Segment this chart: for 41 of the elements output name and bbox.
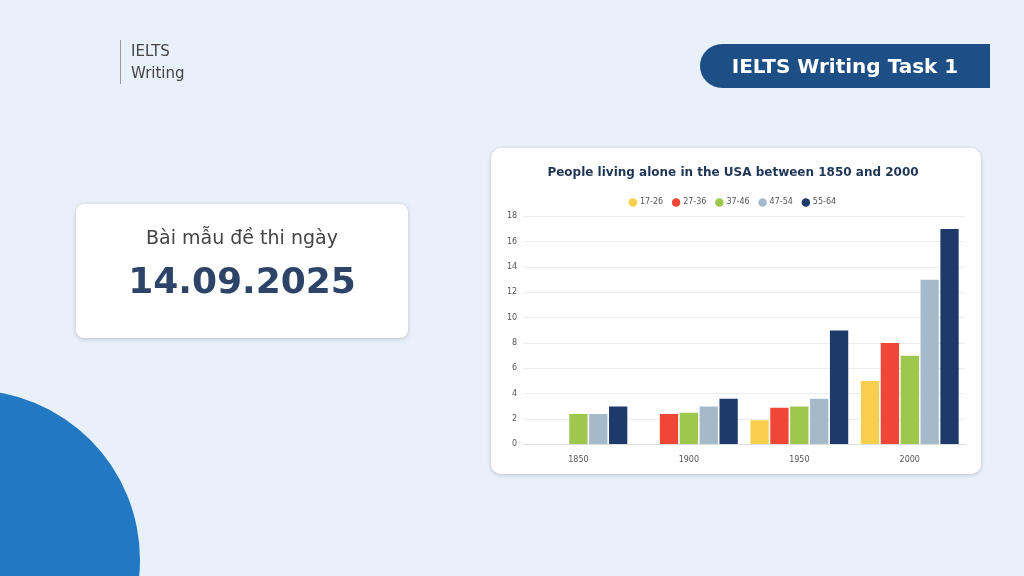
bar: [829, 330, 849, 444]
bar: [750, 420, 769, 444]
y-tick-label: 16: [506, 236, 518, 246]
bar: [860, 381, 880, 444]
y-tick-label: 10: [506, 312, 518, 322]
bar: [920, 279, 939, 444]
bar: [940, 229, 959, 444]
text: IELTS Writing Task 1: [700, 44, 990, 88]
y-tick-label: 8: [512, 338, 518, 348]
bar: [569, 414, 588, 444]
y-tick-label: 12: [506, 287, 518, 297]
bar: [770, 407, 789, 444]
bar: [810, 398, 829, 444]
bar: [679, 412, 699, 444]
text: 14.09.2025: [127, 260, 357, 301]
x-tick-label: 1900: [678, 455, 700, 465]
bar: [659, 414, 679, 444]
bar: [880, 343, 900, 444]
legend-label: 17-26: [639, 197, 664, 207]
bar: [790, 406, 809, 444]
chart-title: People living alone in the USA between 1850 and 2000: [547, 165, 919, 180]
legend-label: 27-36: [683, 197, 707, 207]
y-tick-label: 0: [512, 439, 518, 449]
y-tick-label: 14: [506, 262, 518, 272]
legend-label: 55-64: [812, 197, 837, 207]
bar: [900, 355, 919, 444]
bar: [589, 414, 608, 444]
y-tick-label: 6: [512, 363, 518, 373]
legend-label: 37-46: [726, 197, 750, 207]
bar: [699, 406, 718, 444]
y-tick-label: 18: [506, 211, 518, 221]
x-tick-label: 1950: [789, 455, 810, 465]
y-tick-label: 4: [512, 388, 518, 398]
y-tick-label: 2: [512, 414, 518, 424]
text: IELTS Writing: [120, 40, 191, 84]
bar: [609, 406, 628, 444]
x-tick-label: 1850: [568, 455, 589, 465]
bar: [719, 398, 738, 444]
legend-label: 47-54: [769, 197, 793, 207]
text: Bài mẫu đề thi ngày: [145, 226, 339, 248]
x-tick-label: 2000: [899, 455, 920, 465]
